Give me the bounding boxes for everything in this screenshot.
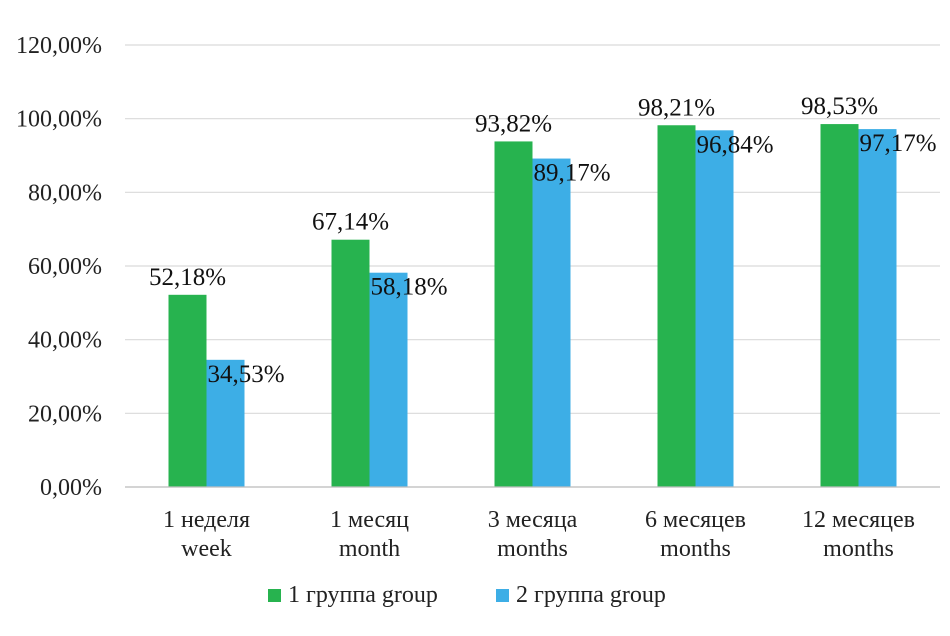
bar <box>331 239 370 487</box>
data-label: 67,14% <box>312 209 389 236</box>
x-tick-label-line: 3 месяца <box>488 507 578 533</box>
legend-label: 1 группа group <box>288 582 438 608</box>
legend-swatch <box>268 589 281 602</box>
y-tick-label: 120,00% <box>16 33 102 59</box>
x-tick-label: 3 месяца months <box>488 507 578 562</box>
y-tick-label: 20,00% <box>28 401 102 427</box>
bars <box>168 124 897 488</box>
x-tick-label: 1 месяц month <box>330 507 409 562</box>
x-tick-label-line: months <box>497 536 568 562</box>
x-tick-label: 12 месяцев months <box>802 507 915 562</box>
data-label: 89,17% <box>534 160 611 187</box>
legend-label: 2 группа group <box>516 582 666 608</box>
x-tick-label-line: months <box>660 536 731 562</box>
x-tick-label-line: 1 месяц <box>330 507 409 533</box>
bar <box>369 272 408 487</box>
x-tick-label: 1 неделя week <box>163 507 250 562</box>
y-tick-label: 80,00% <box>28 180 102 206</box>
y-tick-label: 100,00% <box>16 107 102 133</box>
data-labels: 52,18% 34,53% 67,14% 58,18% 93,82% 89,17% 98,2… <box>149 93 937 388</box>
x-tick-label-line: month <box>339 536 400 562</box>
bar <box>657 125 696 488</box>
legend-swatch <box>496 589 509 602</box>
data-label: 52,18% <box>149 264 226 291</box>
x-tick-label-line: 12 месяцев <box>802 507 915 533</box>
y-tick-label: 0,00% <box>40 475 102 501</box>
bar <box>168 294 207 487</box>
bar <box>532 158 571 487</box>
x-tick-label-line: 1 неделя <box>163 507 250 533</box>
x-tick-label-line: week <box>181 536 232 562</box>
bar <box>820 124 859 487</box>
data-label: 98,21% <box>638 94 715 121</box>
bar <box>206 359 245 487</box>
data-label: 97,17% <box>860 130 937 157</box>
y-tick-label: 60,00% <box>28 254 102 280</box>
bar <box>494 141 533 487</box>
y-axis: 0,00% 20,00% 40,00% 60,00% 80,00% 100,00% 120,… <box>16 33 102 501</box>
data-label: 93,82% <box>475 110 552 137</box>
x-tick-label-line: 6 месяцев <box>645 507 746 533</box>
data-label: 58,18% <box>371 274 448 301</box>
x-tick-label: 6 месяцев months <box>645 507 746 562</box>
data-label: 98,53% <box>801 93 878 120</box>
x-tick-label-line: months <box>823 536 894 562</box>
data-label: 34,53% <box>208 361 285 388</box>
data-label: 96,84% <box>697 131 774 158</box>
bar <box>858 129 897 487</box>
legend: 1 группа group 2 группа group <box>268 582 666 608</box>
bar <box>695 130 734 487</box>
y-tick-label: 40,00% <box>28 328 102 354</box>
